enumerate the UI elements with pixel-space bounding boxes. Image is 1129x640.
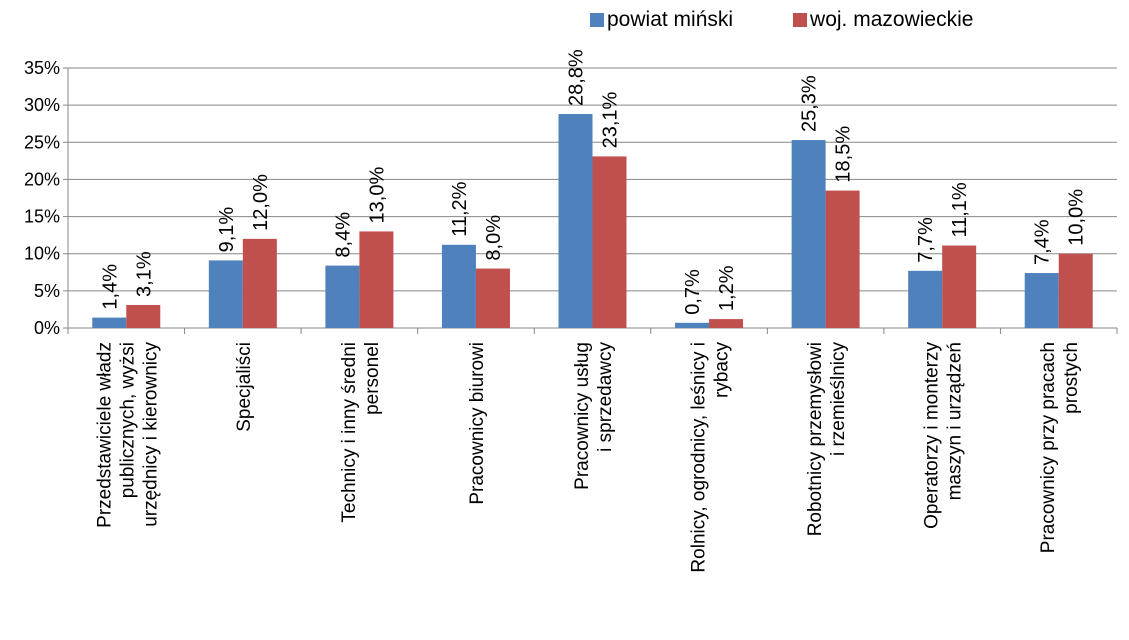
bar — [359, 231, 394, 328]
legend-item-wojewodztwo: woj. mazowieckie — [793, 8, 973, 32]
x-tick-label: Przedstawiciele władz — [94, 342, 115, 528]
y-tick-label: 35% — [24, 58, 60, 78]
x-tick-label: urzędnicy i kierownicy — [140, 342, 161, 527]
data-label: 7,7% — [915, 217, 937, 263]
x-tick-label: i sprzedawcy — [595, 342, 616, 452]
x-tick-label: publicznych, wyżsi — [117, 342, 138, 498]
x-tick-label: Rolnicy, ogrodnicy, leśnicy i — [689, 342, 710, 573]
data-label: 28,8% — [566, 49, 588, 106]
bar — [825, 190, 860, 328]
x-tick-label: personel — [362, 342, 383, 415]
x-tick-label: i rzemieślnicy — [828, 342, 849, 457]
legend-label-wojewodztwo: woj. mazowieckie — [810, 8, 974, 31]
legend-label-powiat: powiat miński — [607, 8, 734, 31]
legend: powiat miński woj. mazowieckie — [590, 8, 973, 32]
data-label: 7,4% — [1032, 219, 1054, 265]
data-label: 11,1% — [949, 182, 971, 237]
data-label: 1,4% — [99, 264, 121, 310]
data-label: 1,2% — [716, 265, 738, 311]
bar — [441, 244, 476, 328]
data-label: 10,0% — [1066, 189, 1088, 246]
y-tick-label: 15% — [24, 207, 60, 227]
bar — [942, 245, 977, 328]
data-label: 23,1% — [600, 91, 622, 148]
bar — [475, 268, 510, 328]
y-tick-label: 20% — [24, 169, 60, 189]
data-label: 0,7% — [682, 269, 704, 315]
bar — [675, 322, 710, 328]
y-tick-label: 0% — [34, 318, 60, 338]
bar — [126, 304, 161, 328]
x-tick-label: Operatorzy i monterzy — [922, 342, 943, 529]
data-label: 8,4% — [332, 212, 354, 258]
bar — [325, 265, 360, 328]
bar — [92, 317, 127, 328]
data-label: 18,5% — [833, 126, 855, 183]
bar — [1058, 253, 1093, 328]
data-label: 8,0% — [483, 215, 505, 261]
data-label: 11,2% — [449, 181, 471, 236]
legend-swatch-powiat — [590, 13, 604, 27]
bar — [908, 270, 943, 328]
data-label: 3,1% — [133, 251, 155, 297]
x-tick-label: Specjaliści — [234, 342, 255, 432]
x-tick-label: Pracownicy przy pracach — [1038, 342, 1059, 553]
x-tick-label: Robotnicy przemysłowi — [805, 342, 826, 536]
legend-item-powiat: powiat miński — [590, 8, 733, 32]
bar — [208, 260, 243, 328]
bar — [1024, 273, 1059, 328]
bar — [242, 238, 277, 328]
legend-swatch-wojewodztwo — [793, 13, 808, 27]
x-tick-label: rybacy — [712, 342, 733, 398]
y-tick-label: 30% — [24, 95, 60, 115]
x-tick-label: Technicy i inny średni — [339, 342, 360, 523]
y-tick-label: 25% — [24, 132, 60, 152]
data-label: 25,3% — [799, 75, 821, 132]
y-tick-label: 10% — [24, 244, 60, 264]
bar — [558, 114, 593, 328]
y-tick-label: 5% — [34, 281, 60, 301]
bar — [592, 156, 627, 328]
x-tick-label: prostych — [1061, 342, 1082, 414]
bar — [791, 140, 826, 328]
data-label: 9,1% — [216, 207, 238, 253]
bar — [709, 319, 744, 328]
x-tick-label: Pracownicy usług — [572, 342, 593, 490]
x-tick-label: Pracownicy biurowi — [467, 342, 488, 505]
data-label: 12,0% — [250, 174, 272, 231]
x-tick-label: maszyn i urządzeń — [945, 342, 966, 500]
data-label: 13,0% — [366, 167, 388, 224]
